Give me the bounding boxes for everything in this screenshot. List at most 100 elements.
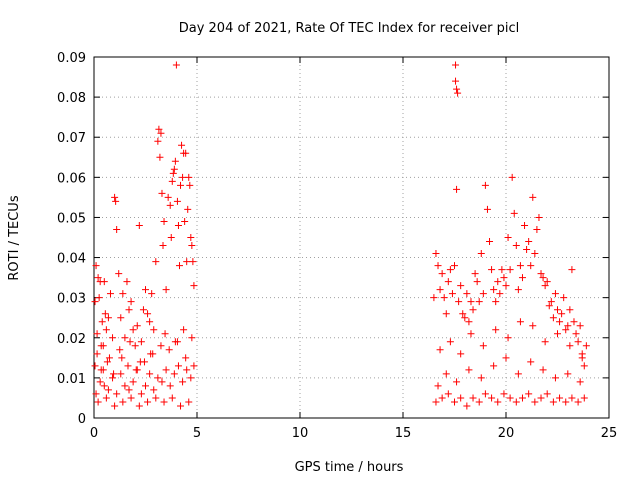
data-point (527, 262, 535, 270)
data-point (558, 310, 566, 318)
data-point (525, 238, 533, 246)
data-point (502, 282, 510, 290)
data-point (170, 370, 178, 378)
data-point (133, 322, 141, 330)
data-point (564, 370, 572, 378)
data-point (166, 382, 174, 390)
data-point (121, 382, 129, 390)
data-point (494, 278, 502, 286)
data-point (177, 181, 185, 189)
data-point (518, 394, 526, 402)
data-point (500, 390, 508, 398)
data-point (490, 286, 498, 294)
data-point (451, 398, 458, 406)
data-point (97, 366, 105, 374)
data-point (514, 370, 522, 378)
data-point (173, 197, 181, 205)
data-point (457, 394, 465, 402)
data-point (488, 394, 496, 402)
data-point (440, 294, 448, 302)
y-tick-label: 0.06 (57, 171, 86, 186)
data-point (149, 350, 157, 358)
data-point (467, 298, 475, 306)
data-point (475, 298, 483, 306)
data-point (156, 153, 164, 161)
data-point (95, 294, 103, 302)
data-point (539, 366, 547, 374)
data-point (129, 326, 137, 334)
y-tick-label: 0.09 (57, 51, 86, 66)
data-point (549, 314, 557, 322)
data-point (169, 169, 177, 177)
data-point (516, 262, 524, 270)
data-point (171, 157, 179, 165)
y-tick-label: 0.03 (57, 292, 86, 307)
data-point (129, 378, 137, 386)
data-point (525, 390, 533, 398)
data-point (125, 386, 133, 394)
data-point (486, 238, 494, 246)
data-point (459, 310, 467, 318)
data-point (127, 298, 135, 306)
data-point (539, 274, 547, 282)
data-point (580, 394, 588, 402)
data-point (126, 338, 134, 346)
data-point (93, 350, 101, 358)
data-point (560, 294, 568, 302)
data-point (457, 282, 465, 290)
data-point (442, 310, 450, 318)
data-point (537, 394, 545, 402)
data-point (94, 398, 102, 406)
data-point (159, 242, 167, 250)
data-point (152, 258, 160, 266)
data-point (123, 278, 131, 286)
x-tick-label: 0 (90, 426, 98, 441)
data-point (521, 221, 529, 229)
data-point (568, 394, 576, 402)
data-point (115, 270, 123, 278)
data-point (170, 165, 178, 173)
data-point (492, 298, 500, 306)
data-point (140, 358, 148, 366)
data-point (146, 318, 154, 326)
x-tick-label: 25 (601, 426, 618, 441)
data-point (510, 209, 518, 217)
data-point (432, 250, 440, 258)
data-point (551, 290, 559, 298)
data-point (469, 306, 477, 314)
data-point (105, 354, 113, 362)
data-point (477, 250, 485, 258)
data-point (473, 278, 481, 286)
data-point (512, 398, 520, 406)
data-point (436, 346, 444, 354)
data-point (104, 314, 112, 322)
data-point (144, 398, 152, 406)
data-point (135, 402, 143, 410)
y-tick-label: 0.04 (57, 252, 86, 267)
data-point (113, 225, 121, 233)
data-point (502, 354, 510, 362)
x-axis-label: GPS time / hours (295, 460, 404, 475)
x-tick-label: 15 (395, 426, 412, 441)
data-point (576, 322, 584, 330)
data-point (188, 242, 196, 250)
data-point (566, 342, 574, 350)
data-point (102, 394, 110, 402)
data-point (453, 85, 461, 93)
data-point (516, 318, 524, 326)
data-point (471, 270, 479, 278)
data-point (554, 330, 561, 338)
data-point (157, 129, 165, 137)
data-point (508, 173, 516, 181)
data-point (155, 125, 163, 133)
data-point (98, 318, 106, 326)
data-point (444, 390, 452, 398)
data-point (179, 378, 187, 386)
data-point (446, 338, 454, 346)
data-point (112, 197, 120, 205)
data-point (578, 354, 586, 362)
data-point (488, 266, 496, 274)
data-point (556, 318, 564, 326)
data-point (481, 181, 489, 189)
data-point (469, 394, 477, 402)
